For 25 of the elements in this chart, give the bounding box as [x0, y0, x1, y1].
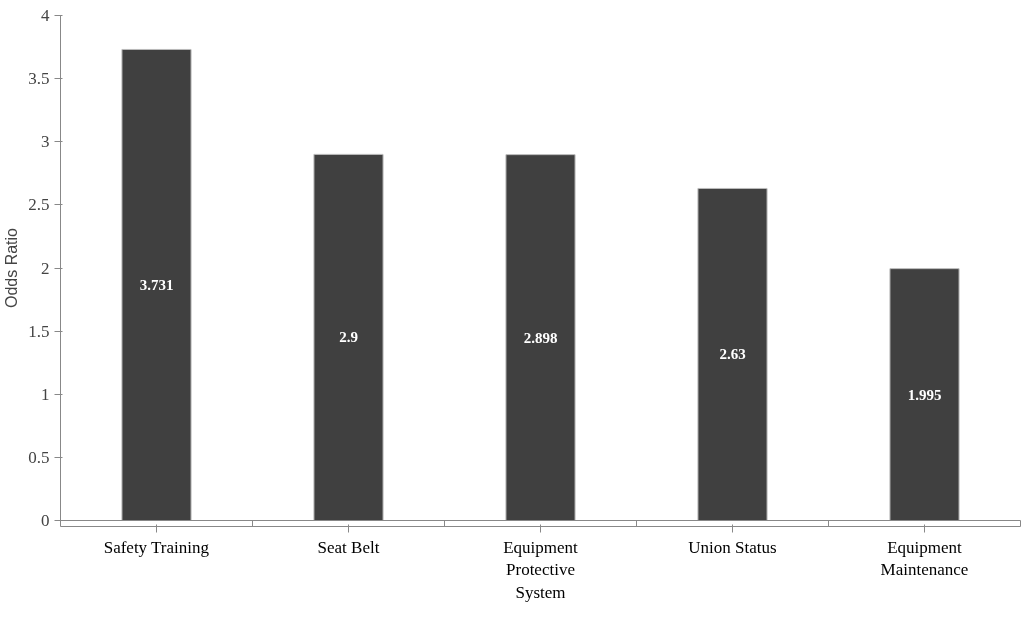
x-tick-label: Seat Belt [317, 537, 380, 557]
y-tick-label: 3 [41, 132, 50, 152]
y-tick-label: 2 [41, 258, 50, 278]
y-tick-label: 0.5 [28, 447, 50, 467]
y-tick-label: 2.5 [28, 195, 50, 215]
data-label: 2.63 [719, 346, 746, 363]
x-tick-label: Equipment Maintenance [880, 537, 969, 580]
y-tick-label: 1 [41, 384, 50, 404]
y-tick-label: 1.5 [28, 321, 50, 341]
bar [313, 153, 384, 521]
x-tick-label: Union Status [688, 537, 777, 557]
x-tick-label: Equipment Protective System [503, 537, 579, 603]
bar [697, 187, 768, 521]
bar [889, 268, 960, 521]
data-label: 2.9 [339, 329, 358, 346]
y-tick-label: 3.5 [28, 69, 50, 89]
y-tick-label: 0 [41, 511, 50, 530]
data-label: 3.731 [139, 276, 174, 293]
bar [121, 48, 192, 521]
bar [505, 154, 576, 521]
x-tick-label: Safety Training [103, 537, 210, 557]
data-label: 2.898 [523, 329, 558, 346]
y-axis-title: Odds Ratio [3, 227, 21, 309]
y-tick-label: 4 [41, 6, 50, 25]
data-label: 1.995 [907, 386, 942, 403]
